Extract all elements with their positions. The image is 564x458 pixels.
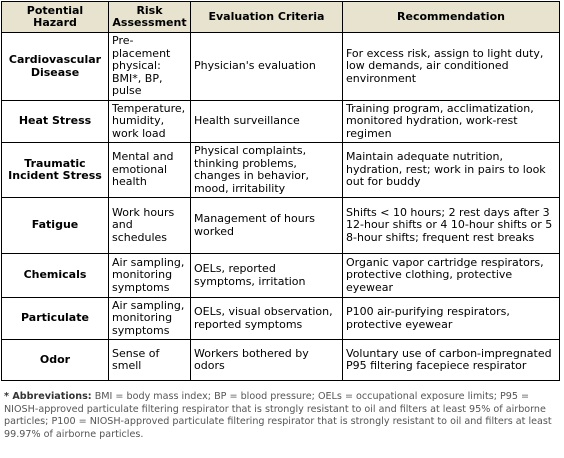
hazard-cell: Odor (1, 339, 109, 381)
table-cell: Training program, acclimatization, monit… (342, 100, 560, 143)
table-cell: Organic vapor cartridge respirators, pro… (342, 253, 560, 298)
table-cell: Pre-placement physical: BMI*, BP, pulse (108, 32, 191, 101)
column-header: Potential Hazard (1, 1, 109, 33)
footnote-text: BMI = body mass index; BP = blood pressu… (4, 391, 552, 440)
table-cell: OELs, visual observation, reported sympt… (190, 297, 343, 340)
table-cell: P100 air-purifying respirators, protecti… (342, 297, 560, 340)
table-body: Cardiovascular Disease Pre-placement phys… (1, 32, 560, 381)
hazard-cell: Chemicals (1, 253, 109, 298)
table-row: Traumatic Incident Stress Mental and emot… (1, 142, 560, 198)
table-cell: Air sampling, monitoring symptoms (108, 297, 191, 340)
column-header: Risk Assessment (108, 1, 191, 33)
table-row: Particulate Air sampling, monitoring symp… (1, 297, 560, 340)
table-cell: Health surveillance (190, 100, 343, 143)
column-header: Evaluation Criteria (190, 1, 343, 33)
hazard-cell: Cardiovascular Disease (1, 32, 109, 101)
hazard-cell: Fatigue (1, 197, 109, 254)
table-cell: Work hours and schedules (108, 197, 191, 254)
header-row: Potential Hazard Risk Assessment Evaluatio… (1, 1, 560, 33)
table-cell: Voluntary use of carbon-impregnated P95 … (342, 339, 560, 381)
table-cell: Temperature, humidity, work load (108, 100, 191, 143)
table-cell: Management of hours worked (190, 197, 343, 254)
table-row: Cardiovascular Disease Pre-placement phys… (1, 32, 560, 101)
table-cell: Maintain adequate nutrition, hydration, … (342, 142, 560, 198)
table-row: Chemicals Air sampling, monitoring sympto… (1, 253, 560, 298)
table-cell: OELs, reported symptoms, irritation (190, 253, 343, 298)
table-row: Fatigue Work hours and schedules Managemen… (1, 197, 560, 254)
table-cell: Shifts < 10 hours; 2 rest days after 3 1… (342, 197, 560, 254)
table-row: Heat Stress Temperature, humidity, work l… (1, 100, 560, 143)
column-header: Recommendation (342, 1, 560, 33)
table-cell: Sense of smell (108, 339, 191, 381)
table-cell: Physical complaints, thinking problems, … (190, 142, 343, 198)
table-cell: Mental and emotional health (108, 142, 191, 198)
table-cell: For excess risk, assign to light duty, l… (342, 32, 560, 101)
table-cell: Air sampling, monitoring symptoms (108, 253, 191, 298)
footnote-label: * Abbreviations: (4, 391, 92, 402)
table-cell: Workers bothered by odors (190, 339, 343, 381)
footnote: * Abbreviations: BMI = body mass index; … (4, 391, 560, 441)
table-row: Odor Sense of smell Workers bothered by od… (1, 339, 560, 381)
hazard-cell: Particulate (1, 297, 109, 340)
hazard-table: Potential Hazard Risk Assessment Evaluatio… (1, 1, 560, 381)
hazard-cell: Heat Stress (1, 100, 109, 143)
table-cell: Physician's evaluation (190, 32, 343, 101)
hazard-cell: Traumatic Incident Stress (1, 142, 109, 198)
